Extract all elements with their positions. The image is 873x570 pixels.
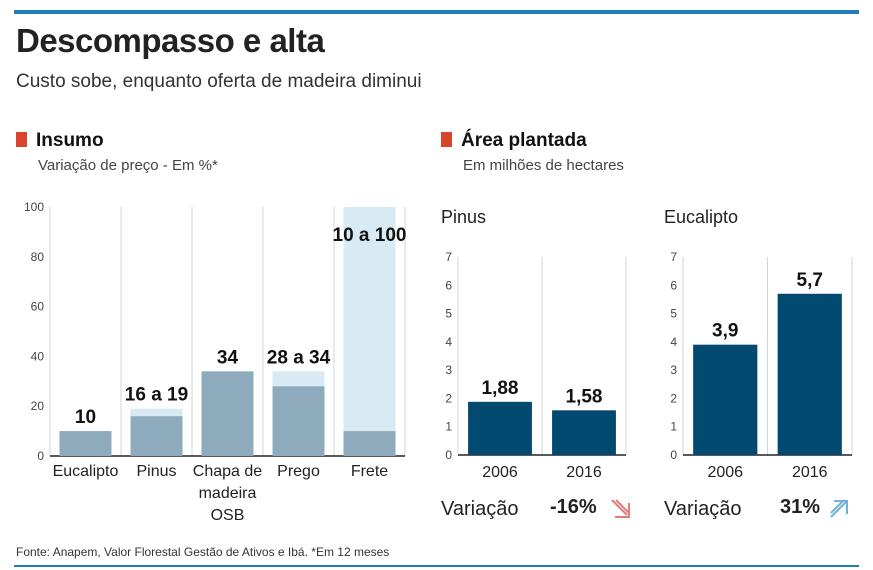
area-title-text: Área plantada (461, 130, 587, 151)
source-note: Fonte: Anapem, Valor Florestal Gestão de… (16, 545, 390, 559)
insumo-title: Insumo (16, 130, 104, 152)
y-tick-label: 0 (445, 448, 452, 462)
y-tick-label: 2 (445, 391, 452, 405)
y-tick-label: 40 (31, 349, 45, 363)
bar (552, 410, 616, 455)
x-tick-label: madeira (199, 485, 257, 502)
y-tick-label: 4 (670, 335, 677, 349)
y-tick-label: 7 (670, 250, 677, 264)
data-label: 3,9 (712, 321, 738, 342)
bar (468, 401, 532, 455)
bar-range (272, 371, 325, 387)
eucalipto-variation-label: Variação (664, 498, 742, 520)
arrow-up-right-icon (830, 499, 848, 518)
data-label: 34 (217, 347, 239, 368)
y-tick-label: 2 (670, 391, 677, 405)
chart-headline: Descompasso e alta (16, 22, 325, 59)
insumo-subtitle: Variação de preço - Em %* (38, 157, 218, 174)
x-tick-label: 2016 (792, 464, 828, 481)
y-tick-label: 80 (31, 250, 45, 264)
pinus-chart-label: Pinus (441, 207, 487, 227)
x-tick-label: 2006 (707, 464, 743, 481)
y-tick-label: 4 (445, 335, 452, 349)
x-tick-label: Eucalipto (53, 463, 119, 480)
chart-subheadline: Custo sobe, enquanto oferta de madeira d… (16, 71, 422, 92)
y-tick-label: 5 (445, 307, 452, 321)
bar (777, 293, 842, 455)
y-tick-label: 6 (670, 278, 677, 292)
y-tick-label: 6 (445, 278, 452, 292)
area-title: Área plantada (441, 130, 587, 152)
bar (693, 344, 758, 455)
y-tick-label: 7 (445, 250, 452, 264)
bar (130, 416, 183, 456)
x-tick-label: Chapa de (193, 463, 262, 480)
section-marker-icon (16, 132, 27, 147)
bar (272, 386, 325, 456)
y-tick-label: 100 (24, 200, 44, 214)
arrow-down-right-icon (611, 499, 630, 518)
y-tick-label: 5 (670, 307, 677, 321)
y-tick-label: 3 (445, 363, 452, 377)
eucalipto-chart-label: Eucalipto (664, 207, 739, 227)
bottom-accent-bar (14, 565, 859, 567)
bar-range (130, 408, 183, 417)
area-subtitle: Em milhões de hectares (463, 157, 624, 174)
data-label: 1,58 (566, 386, 603, 407)
bar (343, 431, 396, 456)
data-label: 16 a 19 (125, 385, 188, 406)
data-label: 1,88 (482, 378, 519, 399)
y-tick-label: 3 (670, 363, 677, 377)
y-tick-label: 0 (37, 449, 44, 463)
y-tick-label: 0 (670, 448, 677, 462)
y-tick-label: 1 (670, 420, 677, 434)
x-tick-label: Pinus (136, 463, 176, 480)
insumo-title-text: Insumo (36, 130, 104, 151)
x-tick-label: Prego (277, 463, 320, 480)
x-tick-label: 2006 (482, 464, 518, 481)
x-tick-label: 2016 (566, 464, 602, 481)
bar (59, 431, 112, 456)
data-label: 5,7 (797, 270, 823, 291)
top-accent-bar (14, 10, 859, 14)
pinus-variation-label: Variação (441, 498, 519, 520)
data-label: 28 a 34 (267, 347, 331, 368)
x-tick-label: Frete (351, 463, 388, 480)
y-tick-label: 20 (31, 399, 45, 413)
y-tick-label: 60 (31, 300, 45, 314)
pinus-variation-value: -16% (550, 496, 597, 518)
bar (201, 371, 254, 456)
data-label: 10 (75, 407, 96, 428)
x-tick-label: OSB (211, 507, 245, 524)
bar-range (343, 207, 396, 432)
section-marker-icon (441, 132, 452, 147)
y-tick-label: 1 (445, 420, 452, 434)
eucalipto-variation-value: 31% (780, 496, 821, 518)
data-label: 10 a 100 (333, 225, 407, 246)
